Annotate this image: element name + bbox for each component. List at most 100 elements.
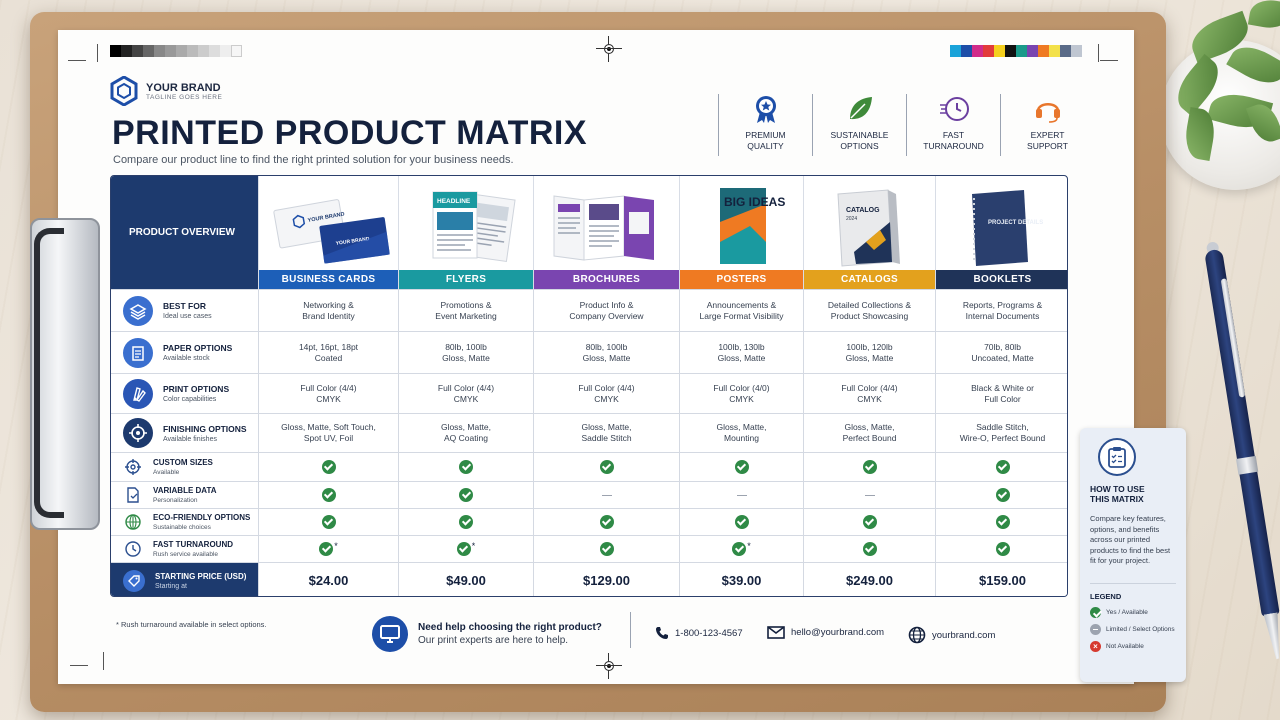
cell-text: Event Marketing	[435, 310, 497, 321]
cell-text: Gloss, Matte,	[440, 422, 492, 432]
table-cell: Black & White or Full Color	[935, 374, 1067, 413]
phone-icon	[656, 627, 668, 639]
price-cell: $249.00	[803, 563, 935, 596]
product-header: FLYERS	[399, 270, 533, 289]
row-subtitle: Available stock	[163, 355, 210, 362]
row-label: FAST TURNAROUND Rush service available	[111, 536, 258, 562]
row-label: ECO-FRIENDLY OPTIONS Sustainable choices	[111, 509, 258, 535]
starting-price: $24.00	[308, 573, 349, 588]
table-cell	[679, 509, 803, 535]
document-icon	[123, 485, 143, 505]
cell-text: Announcements &	[706, 299, 777, 310]
table-cell: Networking & Brand Identity	[258, 290, 398, 331]
cell-text: Gloss, Matte	[582, 352, 631, 363]
feature-badges: PREMIUM QUALITY SUSTAINABLE OPTIONS FAST…	[718, 94, 1094, 156]
clipboard-clip	[30, 218, 100, 530]
cell-text: Full Color (4/4)	[300, 382, 357, 393]
row-label: BEST FOR Ideal use cases	[111, 290, 258, 331]
row-label: VARIABLE DATA Personalization	[111, 482, 258, 508]
price-row-label: STARTING PRICE (USD) Starting at	[111, 563, 258, 596]
table-cell	[803, 536, 935, 562]
table-cell	[803, 482, 935, 508]
cell-text: Company Overview	[569, 310, 644, 321]
cell-text: Wire-O, Perfect Bound	[959, 433, 1046, 443]
table-cell: 100lb, 130lb Gloss, Matte	[679, 332, 803, 373]
row-label: FINISHING OPTIONS Available finishes	[111, 414, 258, 452]
brochures-image	[553, 195, 654, 261]
price-row: STARTING PRICE (USD) Starting at $24.00 $49…	[111, 562, 1067, 596]
check-icon	[995, 515, 1010, 529]
cell-text: Reports, Programs &	[962, 299, 1043, 310]
price-cell: $24.00	[258, 563, 398, 596]
cell-text: Full Color (4/4)	[578, 382, 635, 393]
product-overview-header: PRODUCT OVERVIEW	[111, 176, 258, 289]
flyers-image: HEADLINE	[432, 191, 516, 263]
table-cell	[533, 453, 679, 481]
table-cell	[398, 509, 533, 535]
table-cell: 100lb, 120lb Gloss, Matte	[803, 332, 935, 373]
color-swatch-icon	[123, 378, 153, 409]
check-icon	[319, 542, 334, 556]
table-cell	[803, 509, 935, 535]
check-icon	[995, 488, 1010, 502]
cell-text: Uncoated, Matte	[971, 352, 1034, 363]
legend-label: Not Available	[1106, 642, 1144, 650]
row-subtitle: Available	[153, 469, 180, 476]
table-cell: Product Info & Company Overview	[533, 290, 679, 331]
row-subtitle: Personalization	[153, 497, 198, 504]
table-cell: Full Color (4/4) CMYK	[803, 374, 935, 413]
brand-block: YOUR BRAND TAGLINE GOES HERE	[110, 76, 222, 106]
check-icon	[862, 515, 877, 529]
row-label: PRINT OPTIONS Color capabilities	[111, 374, 258, 413]
row-subtitle: Available finishes	[163, 435, 217, 443]
cell-text: Gloss, Matte	[845, 352, 894, 363]
table-row: CUSTOM SIZES Available	[111, 452, 1067, 481]
feature-label: EXPERT SUPPORT	[1027, 130, 1068, 151]
contact-website[interactable]: yourbrand.com	[908, 626, 995, 644]
table-cell	[679, 482, 803, 508]
crop-mark	[80, 44, 98, 62]
grayscale-bar	[110, 45, 242, 57]
feature-label: FAST TURNAROUND	[923, 130, 984, 151]
dash-icon	[864, 494, 875, 496]
check-icon	[599, 515, 614, 529]
rush-asterisk: *	[334, 541, 338, 551]
crop-mark	[70, 648, 88, 666]
table-cell	[258, 453, 398, 481]
contact-email[interactable]: hello@yourbrand.com	[767, 626, 884, 639]
product-column-posters: BIG IDEAS POSTERS	[679, 176, 803, 289]
cell-text: Product Info &	[579, 299, 634, 310]
crop-mark	[1098, 44, 1116, 62]
cell-text: Full Color (4/0)	[713, 382, 770, 393]
table-row: VARIABLE DATA Personalization	[111, 481, 1067, 508]
row-subtitle: Rush service available	[153, 551, 219, 558]
crop-mark	[68, 60, 86, 78]
cell-text: 100lb, 130lb	[718, 341, 765, 352]
cell-text: Full Color (4/4)	[437, 382, 495, 393]
cell-text: Brand Identity	[302, 310, 355, 321]
table-cell: 80lb, 100lb Gloss, Matte	[398, 332, 533, 373]
price-cell: $159.00	[935, 563, 1067, 596]
table-cell	[935, 509, 1067, 535]
row-title: FAST TURNAROUND	[153, 540, 233, 549]
table-cell: Gloss, Matte, Perfect Bound	[803, 414, 935, 452]
product-header: BROCHURES	[534, 270, 679, 289]
x-circle-icon: ×	[1090, 640, 1101, 652]
paper-stack-icon	[123, 337, 153, 368]
table-cell	[398, 482, 533, 508]
product-header: CATALOGS	[804, 270, 935, 289]
dash-icon	[601, 494, 612, 496]
product-header: BUSINESS CARDS	[259, 270, 398, 289]
price-cell: $129.00	[533, 563, 679, 596]
cell-text: Full Color	[984, 393, 1021, 404]
page-subtitle: Compare our product line to find the rig…	[113, 154, 514, 166]
check-icon	[599, 542, 614, 556]
rush-footnote: * Rush turnaround available in select op…	[116, 620, 267, 629]
footer-divider	[630, 612, 631, 648]
contact-phone[interactable]: 1-800-123-4567	[655, 626, 743, 640]
brand-tagline: TAGLINE GOES HERE	[146, 93, 223, 101]
table-cell: *	[258, 536, 398, 562]
cell-text: CMYK	[729, 393, 754, 404]
feature-premium-quality: PREMIUM QUALITY	[718, 94, 812, 156]
cell-text: 14pt, 16pt, 18pt	[298, 341, 359, 352]
